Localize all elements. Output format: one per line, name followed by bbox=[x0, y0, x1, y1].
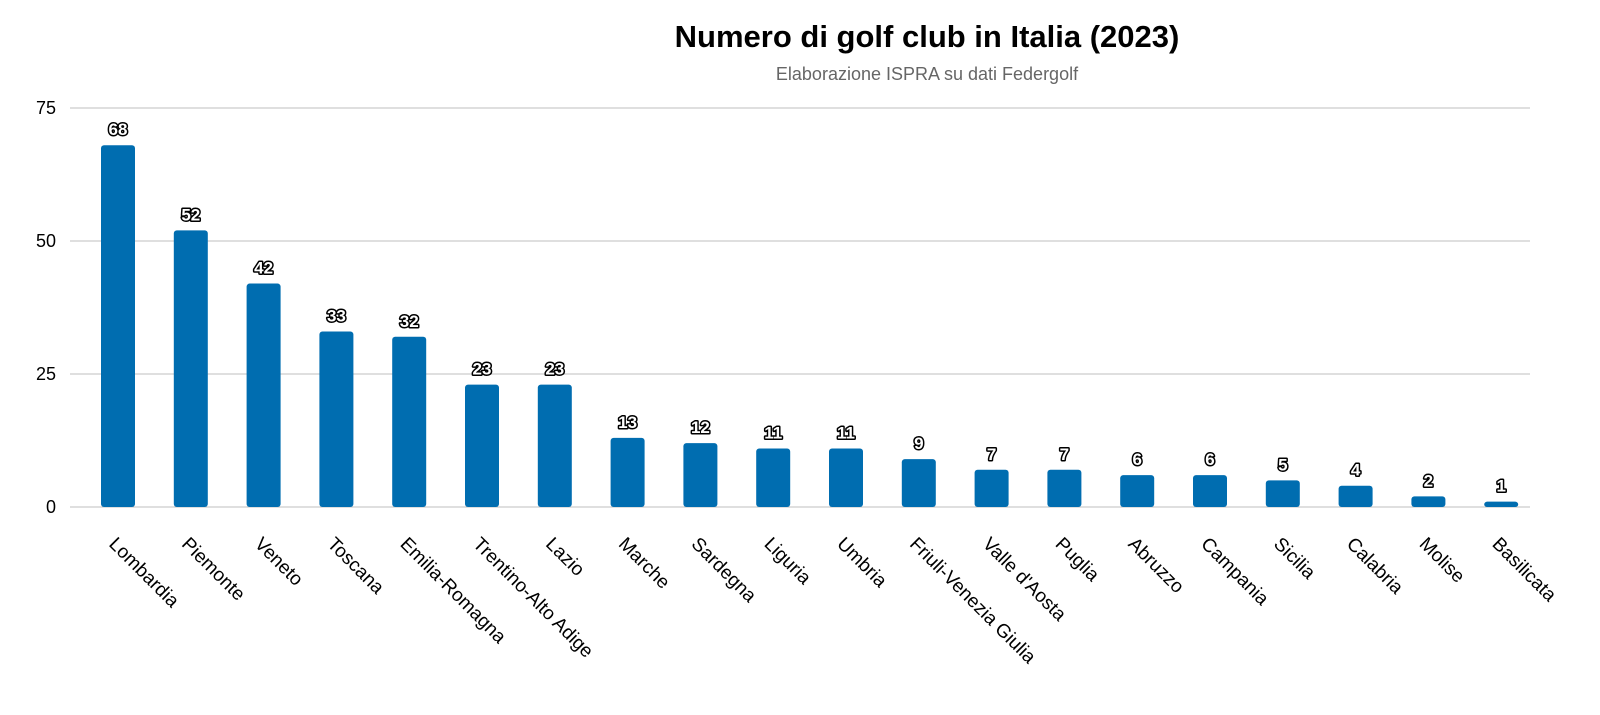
bar[interactable] bbox=[1120, 475, 1155, 507]
data-label: 4 bbox=[1351, 461, 1361, 480]
data-label: 1 bbox=[1496, 477, 1505, 496]
data-label: 7 bbox=[1060, 445, 1069, 464]
bar[interactable] bbox=[683, 443, 718, 507]
bar[interactable] bbox=[101, 145, 135, 508]
data-label: 32 bbox=[400, 312, 419, 331]
x-tick-label: Toscana bbox=[323, 534, 388, 599]
bar[interactable] bbox=[1484, 501, 1519, 507]
data-label: 52 bbox=[181, 205, 200, 224]
data-label: 42 bbox=[254, 259, 273, 278]
x-tick-label: Calabria bbox=[1342, 534, 1407, 599]
y-tick-label: 50 bbox=[36, 231, 56, 251]
x-tick-label: Lombardia bbox=[104, 534, 183, 613]
data-label: 9 bbox=[914, 434, 923, 453]
data-label: 13 bbox=[618, 413, 637, 432]
bar[interactable] bbox=[1047, 469, 1082, 507]
data-label: 11 bbox=[837, 423, 855, 442]
x-tick-label: Sardegna bbox=[687, 534, 760, 607]
bar[interactable] bbox=[1338, 485, 1373, 507]
data-label: 2 bbox=[1424, 471, 1433, 490]
bar[interactable] bbox=[1193, 475, 1227, 507]
data-label: 33 bbox=[327, 306, 346, 325]
x-tick-label: Veneto bbox=[250, 534, 307, 591]
data-label: 23 bbox=[545, 360, 564, 379]
y-tick-label: 75 bbox=[36, 98, 56, 118]
x-tick-label: Abruzzo bbox=[1124, 534, 1188, 598]
bar[interactable] bbox=[392, 336, 427, 507]
x-tick-label: Marche bbox=[614, 534, 674, 594]
x-tick-label: Sicilia bbox=[1269, 534, 1319, 584]
data-label: 12 bbox=[691, 418, 710, 437]
chart-title: Numero di golf club in Italia (2023) bbox=[675, 19, 1180, 54]
y-tick-label: 25 bbox=[36, 364, 56, 384]
bar[interactable] bbox=[1265, 480, 1300, 507]
x-tick-label: Molise bbox=[1415, 534, 1469, 588]
bar[interactable] bbox=[756, 448, 791, 507]
data-label: 5 bbox=[1278, 455, 1287, 474]
bar[interactable] bbox=[829, 448, 863, 507]
bar[interactable] bbox=[246, 283, 281, 507]
data-label: 68 bbox=[109, 120, 128, 139]
bar[interactable] bbox=[465, 384, 499, 507]
bar[interactable] bbox=[173, 230, 208, 508]
x-tick-label: Campania bbox=[1196, 534, 1272, 610]
x-tick-label: Lazio bbox=[541, 534, 588, 581]
x-tick-label: Puglia bbox=[1051, 534, 1104, 587]
data-label: 23 bbox=[473, 360, 492, 379]
x-tick-label: Umbria bbox=[832, 534, 890, 592]
x-tick-label: Trentino-Alto Adige bbox=[468, 534, 597, 663]
bar[interactable] bbox=[901, 459, 936, 507]
bar[interactable] bbox=[537, 384, 572, 507]
bar[interactable] bbox=[1411, 496, 1446, 507]
chart-subtitle: Elaborazione ISPRA su dati Federgolf bbox=[776, 64, 1079, 84]
data-label: 7 bbox=[987, 445, 996, 464]
data-label: 11 bbox=[764, 423, 782, 442]
x-tick-label: Basilicata bbox=[1488, 534, 1561, 607]
x-tick-label: Friuli-Venezia Giulia bbox=[905, 534, 1040, 669]
data-label: 6 bbox=[1132, 450, 1141, 469]
bar[interactable] bbox=[610, 437, 645, 507]
x-tick-label: Piemonte bbox=[177, 534, 249, 606]
x-tick-label: Liguria bbox=[760, 534, 815, 589]
data-label: 6 bbox=[1205, 450, 1214, 469]
bar[interactable] bbox=[974, 469, 1009, 507]
y-tick-label: 0 bbox=[46, 497, 56, 517]
bar[interactable] bbox=[319, 331, 354, 507]
